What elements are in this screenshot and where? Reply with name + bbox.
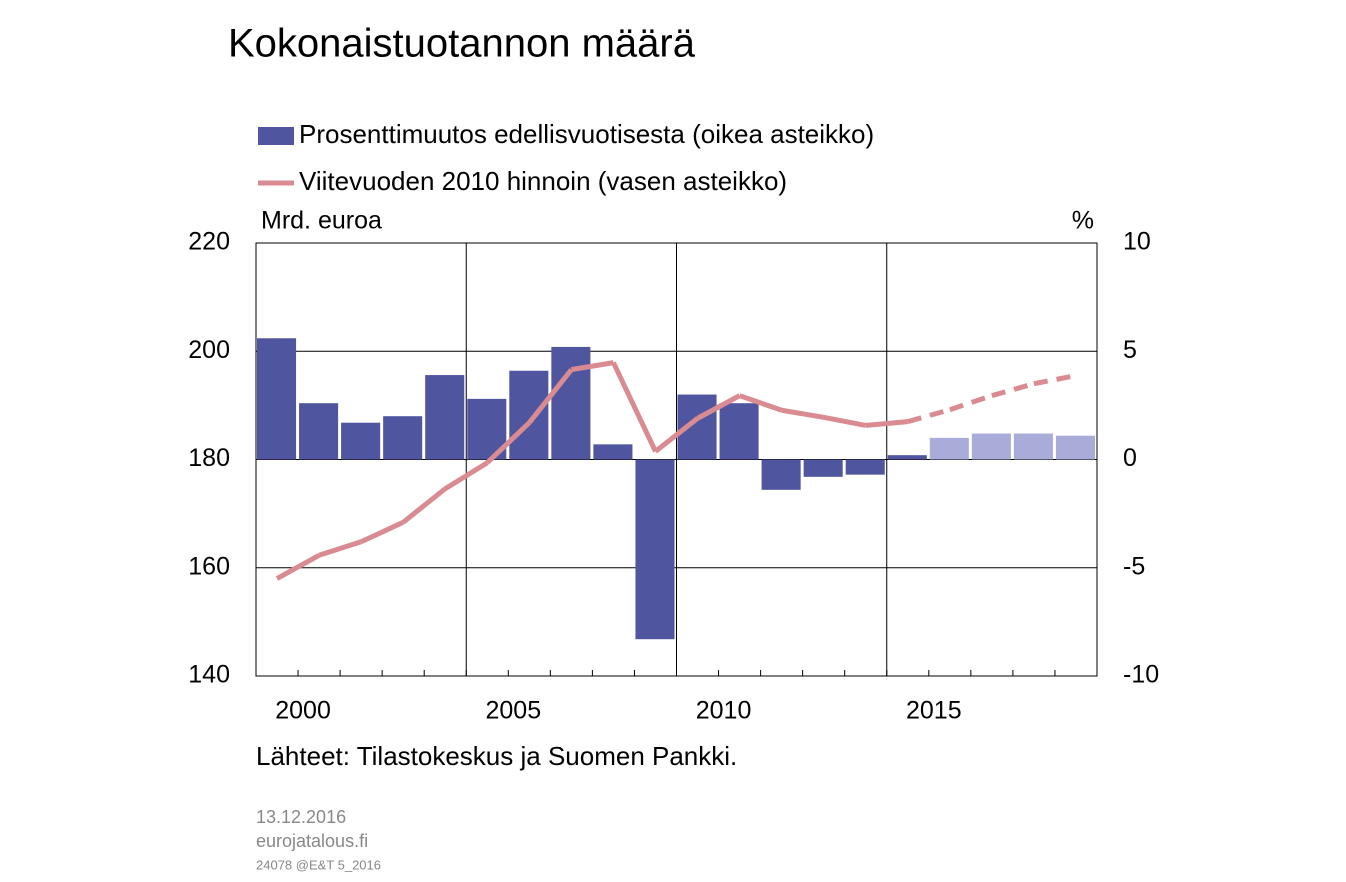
bar bbox=[509, 370, 549, 460]
line-segment bbox=[275, 553, 321, 581]
bar bbox=[257, 338, 297, 460]
line-segment bbox=[781, 407, 825, 420]
bar bbox=[971, 433, 1011, 460]
y2-axis-label: % bbox=[1072, 207, 1094, 235]
bar bbox=[593, 444, 633, 460]
bar bbox=[929, 437, 969, 460]
bar bbox=[551, 346, 591, 460]
y-tick-label: 220 bbox=[188, 228, 230, 256]
bar bbox=[341, 422, 381, 460]
y-tick-label: 180 bbox=[188, 444, 230, 472]
x-tick-label: 2010 bbox=[696, 697, 752, 725]
line-segment bbox=[360, 520, 405, 545]
bar bbox=[425, 375, 465, 460]
plot-frame bbox=[255, 242, 1098, 677]
y-tick-label: 200 bbox=[188, 336, 230, 364]
x-tick-label: 2000 bbox=[275, 697, 331, 725]
y-tick-label: 140 bbox=[188, 661, 230, 689]
legend-swatch bbox=[258, 127, 294, 145]
y2-tick-label: 10 bbox=[1123, 228, 1151, 256]
bar bbox=[635, 459, 675, 640]
line-segment bbox=[401, 486, 447, 525]
legend-label: Prosenttimuutos edellisvuotisesta (oikea… bbox=[299, 119, 874, 149]
line-segment bbox=[696, 393, 741, 421]
y2-tick-label: -5 bbox=[1123, 552, 1145, 580]
line-segment bbox=[949, 393, 993, 413]
date: 13.12.2016 bbox=[256, 807, 346, 827]
y2-tick-label: 5 bbox=[1123, 336, 1137, 364]
line-segment bbox=[991, 381, 1035, 399]
line-segment bbox=[1033, 373, 1077, 387]
bar bbox=[803, 459, 843, 477]
bar bbox=[761, 459, 801, 490]
line-segment bbox=[443, 460, 489, 491]
line-segment bbox=[318, 539, 362, 558]
chart-title: Kokonaistuotannon määrä bbox=[228, 22, 696, 66]
line-segment bbox=[823, 414, 867, 428]
line-segment bbox=[653, 416, 700, 454]
bar bbox=[887, 455, 927, 460]
x-tick-label: 2015 bbox=[906, 697, 962, 725]
y2-tick-label: 0 bbox=[1123, 444, 1137, 472]
source: Lähteet: Tilastokeskus ja Suomen Pankki. bbox=[256, 741, 737, 771]
bar bbox=[1013, 433, 1053, 460]
y-axis-label: Mrd. euroa bbox=[261, 207, 382, 235]
legend-label: Viitevuoden 2010 hinnoin (vasen asteikko… bbox=[299, 166, 787, 196]
line-segment bbox=[485, 420, 532, 465]
line-segment bbox=[907, 407, 951, 425]
code: 24078 @E&T 5_2016 bbox=[256, 857, 381, 872]
bar bbox=[719, 403, 759, 460]
line-segment bbox=[527, 368, 574, 425]
y-tick-label: 160 bbox=[188, 552, 230, 580]
y2-tick-label: -10 bbox=[1123, 661, 1159, 689]
line-segment bbox=[611, 361, 658, 453]
line-segment bbox=[570, 360, 614, 373]
bar bbox=[299, 403, 339, 460]
x-tick-label: 2005 bbox=[485, 697, 541, 725]
bar bbox=[383, 416, 423, 460]
line-segment bbox=[738, 393, 783, 413]
bar bbox=[845, 459, 885, 475]
line-segment bbox=[865, 419, 908, 428]
bar bbox=[1055, 435, 1095, 460]
site: eurojatalous.fi bbox=[256, 831, 368, 851]
